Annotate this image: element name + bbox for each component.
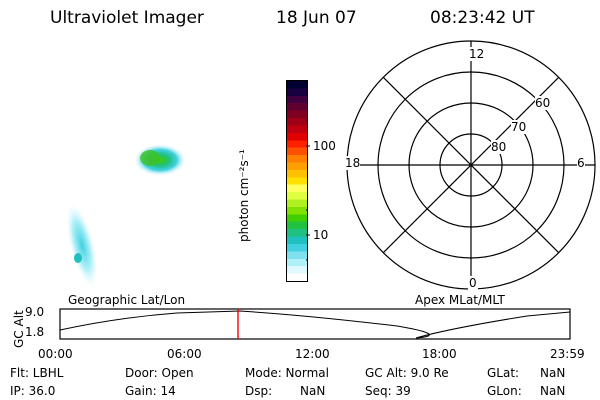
timeline-xtick-0600: 06:00 bbox=[167, 347, 202, 361]
polar-label-0: 0 bbox=[468, 276, 478, 290]
timeline-xtick-2359: 23:59 bbox=[550, 347, 585, 361]
status-mode: Mode: Normal bbox=[245, 366, 329, 380]
status-glon-value: NaN bbox=[540, 384, 566, 398]
status-flt: Flt: LBHL bbox=[10, 366, 64, 380]
status-gain: Gain: 14 bbox=[125, 384, 176, 398]
status-glat-label: GLat: bbox=[487, 366, 520, 380]
timeline-plot bbox=[59, 308, 571, 340]
colorbar-tick-10: 10 bbox=[313, 228, 329, 242]
timeline-left-label: Geographic Lat/Lon bbox=[68, 293, 186, 307]
timeline-frame bbox=[59, 308, 571, 340]
status-dsp-value: NaN bbox=[300, 384, 326, 398]
timeline-ytick-1.8: 1.8 bbox=[25, 325, 45, 339]
timeline-xtick-1200: 12:00 bbox=[295, 347, 330, 361]
orbit-altitude-curve bbox=[59, 310, 571, 339]
polar-label-70: 70 bbox=[511, 120, 527, 134]
time-label: 08:23:42 UT bbox=[430, 8, 535, 28]
colorbar bbox=[286, 80, 308, 282]
colorbar-tick-100: 100 bbox=[313, 139, 336, 153]
aurora-spot bbox=[134, 144, 186, 176]
colorbar-ticks bbox=[306, 119, 310, 261]
date-label: 18 Jun 07 bbox=[276, 8, 357, 28]
polar-plot bbox=[346, 40, 596, 290]
status-glon-label: GLon: bbox=[487, 384, 522, 398]
timeline-axis-title: GC Alt bbox=[12, 310, 26, 348]
instrument-title: Ultraviolet Imager bbox=[50, 8, 204, 28]
status-dsp-label: Dsp: bbox=[245, 384, 273, 398]
status-gc-alt: GC Alt: 9.0 Re bbox=[365, 366, 449, 380]
polar-label-80: 80 bbox=[491, 140, 507, 154]
timeline-xtick-1800: 18:00 bbox=[422, 347, 457, 361]
status-seq: Seq: 39 bbox=[365, 384, 411, 398]
polar-label-60: 60 bbox=[535, 96, 551, 110]
polar-label-6: 6 bbox=[577, 156, 585, 170]
status-ip: IP: 36.0 bbox=[10, 384, 56, 398]
status-door: Door: Open bbox=[125, 366, 194, 380]
timeline-right-label: Apex MLat/MLT bbox=[415, 293, 505, 307]
aurora-arc bbox=[66, 204, 98, 286]
status-glat-value: NaN bbox=[540, 366, 566, 380]
polar-label-12: 12 bbox=[468, 47, 486, 61]
timeline-xtick-0000: 00:00 bbox=[38, 347, 73, 361]
timeline-ytick-9: 9.0 bbox=[25, 305, 45, 319]
polar-label-18: 18 bbox=[345, 156, 361, 170]
colorbar-unit-label: photon cm⁻²s⁻¹ bbox=[237, 149, 251, 242]
